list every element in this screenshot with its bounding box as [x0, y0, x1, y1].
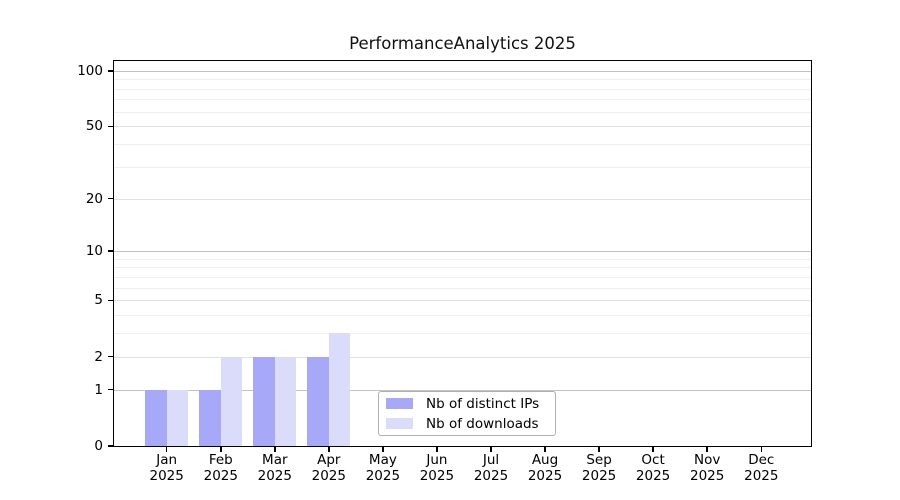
x-tick-mark — [652, 446, 654, 452]
x-tick-mark — [165, 446, 168, 452]
x-tick-mark — [598, 446, 600, 452]
x-tick-label: Feb 2025 — [203, 452, 238, 484]
x-tick-mark — [490, 446, 492, 452]
x-tick-label: Jul 2025 — [473, 452, 509, 484]
y-tick-mark — [108, 388, 114, 391]
x-tick-mark — [274, 446, 276, 452]
legend-label-downloads: Nb of downloads — [426, 415, 539, 432]
gridline-minor — [114, 166, 811, 168]
gridline-major — [114, 356, 811, 358]
bar-downloads — [166, 389, 189, 446]
x-tick-mark — [436, 446, 438, 452]
gridline-major — [114, 70, 811, 72]
y-tick-label: 5 — [94, 292, 103, 309]
x-tick-label: Oct 2025 — [635, 452, 671, 484]
chart-title: PerformanceAnalytics 2025 — [349, 34, 576, 53]
y-tick-mark — [108, 70, 114, 72]
y-tick-label: 1 — [94, 381, 103, 398]
downloads-swatch — [386, 418, 413, 429]
gridline-major — [114, 126, 811, 128]
x-tick-mark — [706, 446, 708, 452]
legend-item-distinct-ips: Nb of distinct IPs — [386, 397, 555, 411]
x-tick-label: Nov 2025 — [690, 452, 725, 484]
y-tick-label: 50 — [85, 118, 103, 135]
x-tick-label: Sep 2025 — [581, 452, 617, 484]
gridline-minor — [114, 144, 811, 146]
legend-label-distinct-ips: Nb of distinct IPs — [426, 395, 540, 412]
bar-distinct-ips — [199, 389, 221, 446]
y-tick-label: 10 — [85, 243, 103, 260]
x-tick-label: Jan 2025 — [149, 452, 184, 484]
x-tick-label: May 2025 — [365, 452, 401, 484]
gridline-minor — [114, 79, 811, 81]
y-tick-mark — [108, 125, 114, 128]
y-tick-label: 20 — [85, 190, 103, 207]
bar-downloads — [328, 333, 351, 446]
y-tick-label: 100 — [77, 62, 103, 79]
gridline-minor — [114, 276, 811, 278]
bar-downloads — [220, 356, 243, 446]
y-tick-label: 2 — [94, 348, 103, 365]
y-tick-mark — [108, 299, 114, 302]
bar-downloads — [274, 356, 297, 446]
gridline-major — [114, 389, 811, 391]
y-tick-mark — [108, 355, 114, 358]
y-tick-mark — [108, 250, 114, 252]
gridline-minor — [114, 88, 811, 90]
gridline-minor — [114, 111, 811, 113]
legend-item-downloads: Nb of downloads — [386, 417, 555, 431]
gridline-minor — [114, 287, 811, 289]
gridline-major — [114, 198, 811, 200]
x-tick-mark — [544, 446, 546, 452]
y-tick-mark — [108, 445, 114, 447]
x-tick-label: Dec 2025 — [744, 452, 779, 484]
gridline-major — [114, 300, 811, 302]
x-tick-mark — [220, 446, 222, 452]
gridline-minor — [114, 315, 811, 317]
x-tick-label: Apr 2025 — [311, 452, 346, 484]
bar-distinct-ips — [145, 389, 167, 446]
x-tick-label: Mar 2025 — [257, 452, 292, 484]
gridline-minor — [114, 267, 811, 269]
legend: Nb of distinct IPs Nb of downloads — [378, 391, 556, 436]
y-tick-mark — [108, 197, 114, 200]
bar-distinct-ips — [307, 356, 329, 446]
gridline-minor — [114, 333, 811, 335]
gridline-major — [114, 251, 811, 253]
x-tick-mark — [760, 446, 763, 452]
distinct-ips-swatch — [386, 398, 413, 409]
gridline-minor — [114, 258, 811, 260]
bar-distinct-ips — [253, 356, 275, 446]
x-tick-label: Jun 2025 — [419, 452, 455, 484]
plot-area: 0 1 2 5 10 20 50 100 Jan 2025 Feb 2025 Mar 2025 Apr 202… — [77, 60, 812, 483]
gridline-minor — [114, 99, 811, 101]
x-tick-mark — [328, 446, 330, 452]
x-tick-label: Aug 2025 — [527, 452, 563, 484]
x-tick-mark — [382, 446, 384, 452]
y-tick-label: 0 — [94, 438, 103, 454]
